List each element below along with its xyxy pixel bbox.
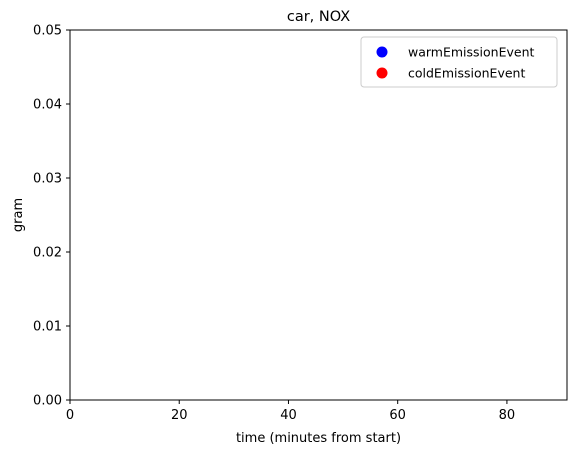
y-tick-label: 0.03	[33, 172, 62, 187]
x-tick-label: 80	[499, 408, 516, 423]
plot-area	[69, 29, 568, 401]
x-axis: 0 20 40 60 80	[66, 400, 515, 423]
x-tick-label: 20	[171, 408, 188, 423]
y-axis: 0.00 0.01 0.02 0.03 0.04 0.05	[33, 24, 70, 409]
legend: warmEmissionEvent coldEmissionEvent	[360, 36, 558, 88]
x-tick-label: 40	[280, 408, 297, 423]
y-tick-label: 0.01	[33, 320, 62, 335]
y-axis-label: gram	[11, 198, 26, 232]
plot-frame	[69, 29, 568, 401]
y-tick-label: 0.04	[33, 98, 62, 113]
legend-marker	[376, 67, 388, 79]
legend-label: coldEmissionEvent	[408, 66, 525, 81]
chart-title: car, NOX	[287, 9, 350, 25]
y-tick-label: 0.05	[33, 24, 62, 39]
y-tick-label: 0.02	[33, 246, 62, 261]
legend-box	[360, 36, 558, 88]
legend-marker	[376, 46, 388, 58]
x-axis-label: time (minutes from start)	[236, 431, 401, 446]
x-tick-label: 60	[389, 408, 406, 423]
y-tick-label: 0.00	[33, 394, 62, 409]
x-tick-label: 0	[66, 408, 74, 423]
legend-label: warmEmissionEvent	[408, 45, 535, 60]
